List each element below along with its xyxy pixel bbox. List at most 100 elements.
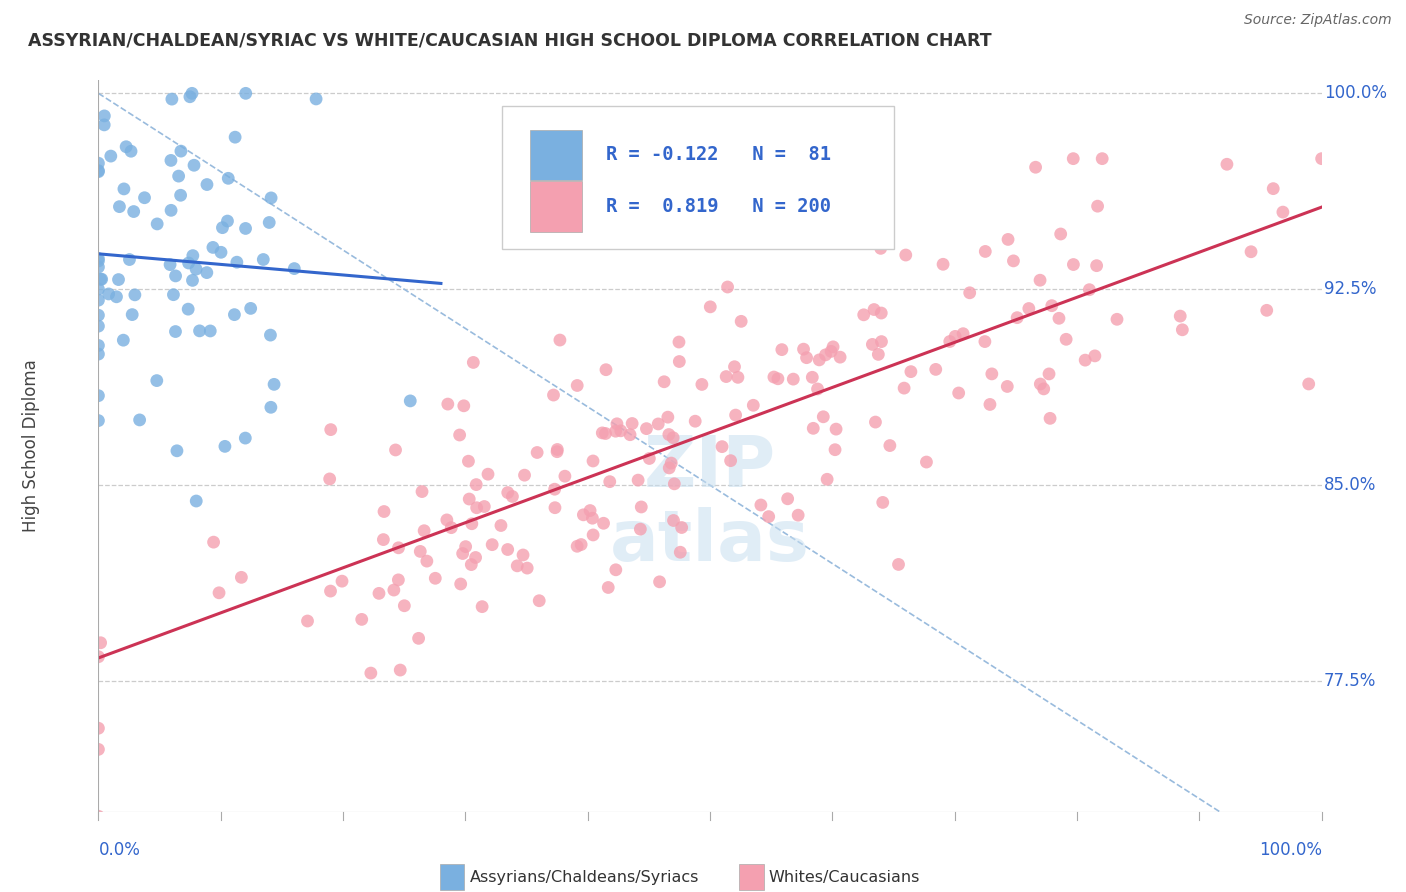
Point: [980, 367, 1002, 381]
Point: [465, 477, 488, 491]
Text: Source: ZipAtlas.com: Source: ZipAtlas.com: [1244, 13, 1392, 28]
Point: [1171, 323, 1194, 337]
Text: R = -0.122   N =  81: R = -0.122 N = 81: [606, 145, 831, 164]
Point: [165, 268, 187, 283]
Point: [1049, 227, 1071, 241]
FancyBboxPatch shape: [530, 130, 582, 180]
Point: [186, 494, 208, 508]
Point: [231, 570, 253, 584]
Point: [481, 538, 503, 552]
Point: [166, 443, 188, 458]
Point: [297, 614, 319, 628]
Point: [87, 260, 110, 274]
Text: ZIP
atlas: ZIP atlas: [610, 433, 810, 576]
Point: [188, 324, 211, 338]
Point: [460, 558, 482, 572]
Point: [87, 809, 110, 823]
Point: [595, 362, 617, 376]
Point: [1168, 309, 1191, 323]
Point: [1084, 349, 1107, 363]
Point: [973, 334, 995, 349]
Point: [1310, 152, 1333, 166]
Point: [716, 280, 738, 294]
Point: [506, 558, 529, 573]
Point: [605, 563, 627, 577]
Point: [107, 272, 129, 286]
Point: [605, 424, 627, 438]
Point: [870, 334, 893, 349]
Point: [239, 301, 262, 316]
Point: [1038, 367, 1060, 381]
Point: [770, 343, 793, 357]
Point: [943, 329, 966, 343]
Point: [181, 273, 204, 287]
FancyBboxPatch shape: [530, 181, 582, 232]
Point: [636, 422, 658, 436]
Point: [305, 92, 328, 106]
Point: [657, 410, 679, 425]
Point: [167, 169, 190, 183]
Point: [87, 156, 110, 170]
Point: [932, 257, 955, 271]
Point: [806, 382, 828, 396]
Point: [668, 354, 690, 368]
Point: [671, 520, 693, 534]
Point: [567, 378, 589, 392]
Point: [1105, 312, 1128, 326]
Point: [93, 109, 115, 123]
Point: [830, 350, 852, 364]
Point: [87, 649, 110, 664]
Point: [87, 253, 110, 268]
Point: [668, 334, 690, 349]
Point: [87, 414, 110, 428]
Point: [952, 326, 974, 341]
Text: R =  0.819   N = 200: R = 0.819 N = 200: [606, 196, 831, 216]
Point: [122, 204, 145, 219]
Point: [782, 372, 804, 386]
Point: [183, 158, 205, 172]
Point: [461, 516, 484, 531]
Point: [548, 333, 571, 347]
Point: [658, 427, 681, 442]
Point: [1005, 310, 1028, 325]
Point: [87, 721, 110, 735]
Point: [546, 444, 568, 458]
Point: [513, 468, 536, 483]
Point: [543, 482, 565, 496]
Point: [409, 544, 432, 558]
Point: [97, 287, 120, 301]
Point: [208, 586, 231, 600]
Point: [581, 511, 603, 525]
Point: [893, 381, 915, 395]
Point: [120, 145, 142, 159]
Point: [801, 421, 824, 435]
Point: [1085, 259, 1108, 273]
Point: [160, 153, 183, 168]
Point: [610, 424, 633, 438]
Point: [471, 599, 494, 614]
Point: [512, 548, 534, 562]
Point: [820, 344, 842, 359]
Point: [749, 498, 772, 512]
Point: [925, 362, 948, 376]
Point: [628, 522, 651, 536]
Point: [159, 258, 181, 272]
Point: [915, 455, 938, 469]
Point: [87, 293, 110, 308]
Point: [720, 453, 742, 467]
Point: [1074, 353, 1097, 368]
Point: [87, 164, 110, 178]
Point: [472, 500, 495, 514]
Point: [411, 484, 433, 499]
Point: [195, 266, 218, 280]
Point: [1029, 273, 1052, 287]
Point: [630, 500, 652, 514]
Point: [259, 328, 281, 343]
Point: [503, 231, 526, 245]
Point: [93, 118, 115, 132]
Point: [87, 252, 110, 266]
Point: [711, 440, 734, 454]
Point: [112, 182, 135, 196]
Point: [464, 550, 486, 565]
Point: [664, 476, 686, 491]
